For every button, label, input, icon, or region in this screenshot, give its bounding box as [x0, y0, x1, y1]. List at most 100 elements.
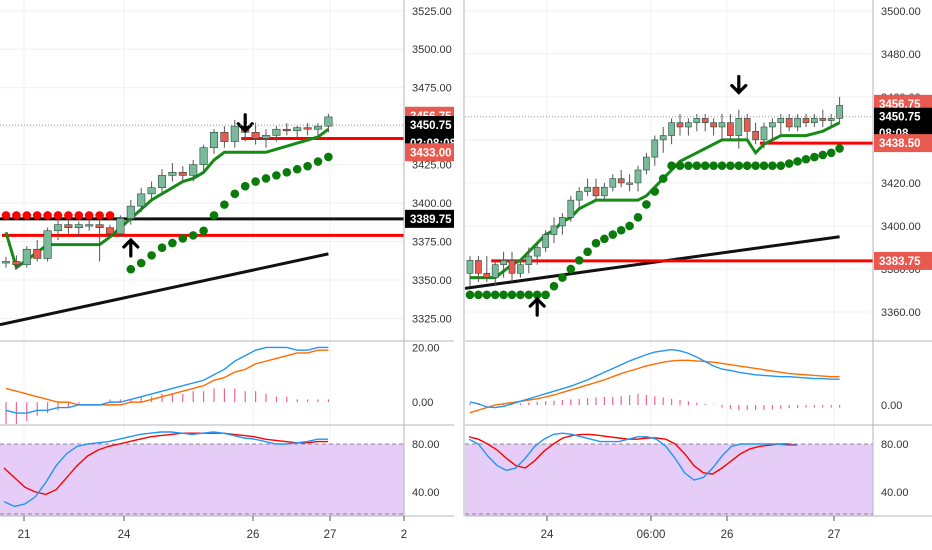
price-tick-label: 3350.00 [412, 275, 452, 287]
psar-dot [616, 225, 626, 235]
candle-body [303, 127, 312, 130]
candle-body [12, 261, 21, 265]
price-tag [405, 116, 461, 134]
price-tick-label: 3500.00 [412, 44, 452, 56]
candle-body [769, 122, 776, 128]
psar-dot [1, 211, 11, 220]
candle-body [802, 118, 810, 123]
candle-body [500, 260, 507, 265]
stoch-d-line [468, 433, 798, 475]
psar-dot [147, 251, 156, 260]
moving-average-line [0, 252, 329, 327]
psar-dot [751, 161, 760, 170]
psar-dot [126, 264, 136, 274]
candle-body [685, 122, 692, 128]
candle-body [53, 224, 63, 232]
price-tick-label: 3325.00 [412, 313, 452, 325]
candle-body [1, 261, 11, 264]
macd-line [5, 346, 329, 414]
candle-body [575, 191, 583, 201]
psar-dot [818, 150, 828, 160]
buy-arrow-icon [528, 296, 546, 317]
price-tick-label: 3480.00 [881, 49, 921, 61]
psar-dot [541, 290, 550, 300]
price-tick-label: 3500.00 [881, 6, 921, 18]
psar-dot [700, 161, 710, 170]
candle-body [651, 139, 659, 158]
psar-dot [532, 290, 542, 300]
sell-arrow-icon [236, 113, 254, 134]
candle-body [785, 118, 793, 128]
x-tick-label: 26 [721, 529, 734, 541]
psar-dot [826, 148, 836, 158]
price-tag [405, 143, 461, 162]
psar-dot [12, 211, 21, 220]
moving-average-line [465, 235, 840, 290]
price-tick-label: 3400.00 [412, 198, 452, 210]
candle-body [659, 135, 667, 141]
price-tag-label: 3433.00 [410, 147, 452, 159]
stoch-band [0, 444, 404, 516]
macd-signal-line [5, 349, 329, 406]
stoch-tick-label: 80.00 [881, 439, 909, 451]
macd-tick-label: 0.00 [412, 397, 433, 409]
psar-dot [675, 161, 685, 170]
x-tick-label: 27 [828, 529, 841, 541]
psar-dot [482, 290, 492, 300]
candle-body [559, 217, 566, 227]
psar-dot [768, 161, 777, 170]
psar-dot [810, 152, 819, 162]
psar-dot [178, 234, 188, 243]
psar-dot [199, 226, 208, 236]
stoch-tick-label: 40.00 [881, 487, 909, 499]
psar-dot [32, 211, 42, 220]
candle-body [95, 224, 104, 228]
candle-body [22, 248, 31, 265]
candle-body [74, 224, 83, 228]
price-tick-label: 3425.00 [412, 160, 452, 172]
macd-pane [469, 348, 841, 414]
candle-body [710, 122, 717, 128]
psar-dot [667, 161, 676, 170]
psar-dot [220, 200, 229, 209]
psar-dot [64, 211, 73, 220]
psar-dot [684, 161, 693, 170]
psar-dot [776, 161, 786, 170]
psar-dot [583, 247, 592, 257]
candle-body [743, 118, 751, 132]
psar-dot [742, 161, 752, 170]
price-tag [874, 107, 932, 126]
psar-dot [313, 157, 323, 166]
stoch-tick-label: 40.00 [412, 487, 440, 499]
candle-body [525, 255, 533, 265]
candle-body [261, 135, 271, 139]
candle-body [475, 260, 482, 274]
psar-dot [591, 238, 601, 248]
psar-dot [524, 290, 534, 300]
psar-dot [209, 211, 219, 220]
psar-dot [465, 290, 475, 300]
candle-body [601, 186, 608, 197]
x-tick-label: 2 [401, 529, 407, 541]
candle-body [251, 132, 260, 139]
psar-dot [136, 258, 146, 268]
macd-line [469, 348, 840, 409]
sell-arrow-icon [730, 74, 748, 95]
psar-dot [717, 161, 727, 170]
psar-dot [650, 187, 660, 196]
supertrend-line [4, 128, 330, 271]
candle-body [727, 122, 734, 136]
price-tick-label: 3375.00 [412, 237, 452, 249]
psar-dot [692, 161, 702, 170]
candle-body [466, 260, 474, 274]
candle-body [836, 105, 843, 119]
supertrend-line [470, 121, 841, 280]
psar-dot [303, 161, 312, 171]
psar-dot [251, 177, 260, 186]
psar-dot [292, 164, 302, 174]
candle-body [64, 224, 73, 228]
candle-body [643, 156, 650, 171]
psar-dot [188, 231, 198, 240]
candle-body [550, 225, 558, 235]
